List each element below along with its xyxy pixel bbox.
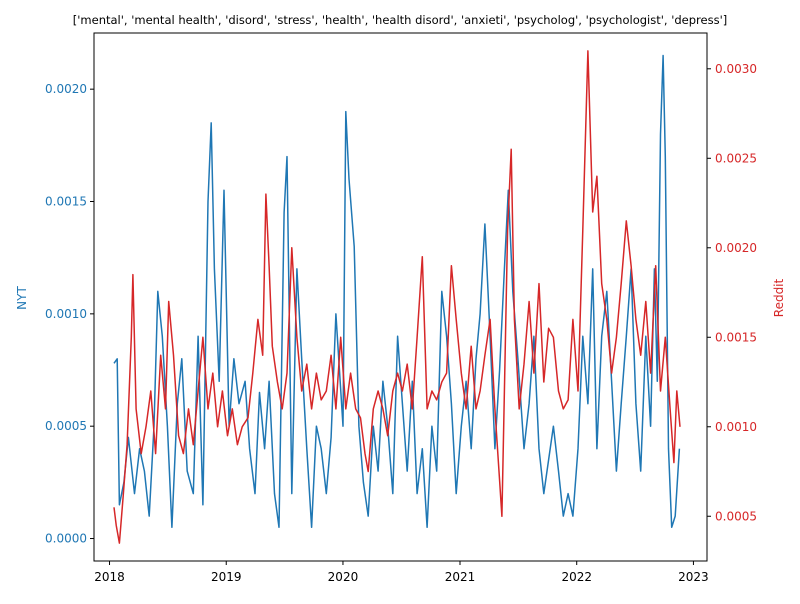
y-right-tick-label: 0.0020 bbox=[715, 241, 757, 255]
x-tick-label: 2020 bbox=[328, 570, 359, 584]
x-tick-label: 2021 bbox=[445, 570, 476, 584]
y-right-tick-label: 0.0025 bbox=[715, 151, 757, 165]
y-left-tick-label: 0.0015 bbox=[45, 195, 87, 209]
series-line-nyt bbox=[113, 54, 681, 529]
y-left-tick-label: 0.0000 bbox=[45, 532, 87, 546]
axes-layer: 2018 2019 2020 2021 2022 2023 0.0000 0.0005 0.00… bbox=[45, 32, 757, 584]
x-tick-label: 2018 bbox=[94, 570, 125, 584]
x-tick-label: 2022 bbox=[561, 570, 592, 584]
series-layer bbox=[113, 50, 681, 544]
y-left-tick-label: 0.0010 bbox=[45, 307, 87, 321]
y-left-axis-label: NYT bbox=[15, 286, 29, 310]
x-tick-label: 2023 bbox=[678, 570, 709, 584]
y-right-tick-label: 0.0030 bbox=[715, 62, 757, 76]
series-line-reddit bbox=[113, 50, 681, 544]
y-left-tick-label: 0.0020 bbox=[45, 82, 87, 96]
plot-frame bbox=[93, 32, 708, 562]
y-right-tick-label: 0.0015 bbox=[715, 330, 757, 344]
y-right-tick-label: 0.0010 bbox=[715, 420, 757, 434]
y-right-axis-label: Reddit bbox=[772, 278, 786, 317]
y-right-tick-label: 0.0005 bbox=[715, 509, 757, 523]
chart-title: ['mental', 'mental health', 'disord', 's… bbox=[73, 13, 727, 27]
x-tick-label: 2019 bbox=[211, 570, 242, 584]
y-left-tick-label: 0.0005 bbox=[45, 419, 87, 433]
